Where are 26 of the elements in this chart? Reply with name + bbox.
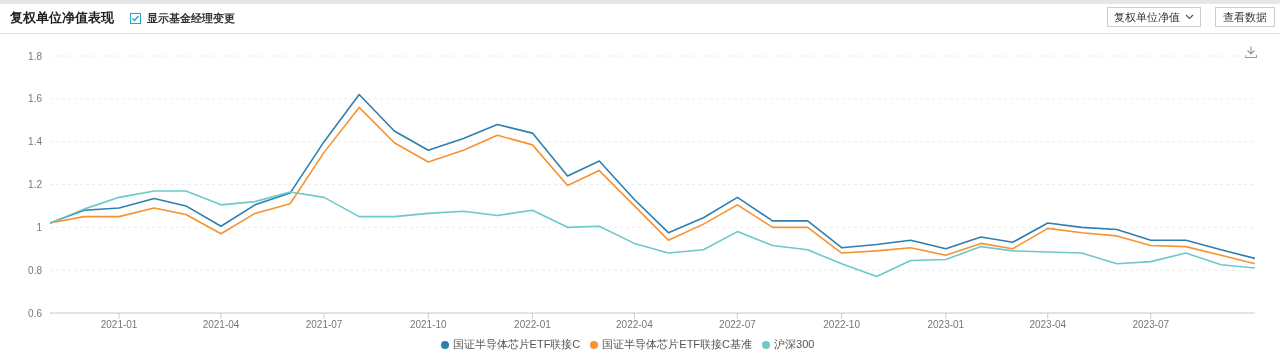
x-tick-label: 2023-07: [1132, 319, 1170, 331]
x-tick-label: 2021-07: [305, 319, 343, 331]
legend-label: 国证半导体芯片ETF联接C基准: [602, 338, 753, 350]
y-tick-label: 0.8: [28, 264, 43, 276]
x-tick-label: 2022-04: [616, 319, 654, 331]
text: 查看数据: [1223, 9, 1267, 25]
x-tick-label: 2023-04: [1029, 319, 1067, 331]
y-tick-label: 1.4: [28, 136, 43, 148]
legend-label: 沪深300: [774, 338, 815, 350]
legend-label: 国证半导体芯片ETF联接C: [452, 338, 581, 350]
line-series: [50, 190, 1255, 278]
y-tick-label: 1.2: [28, 179, 43, 191]
x-tick-label: 2023-01: [927, 319, 965, 331]
x-tick-label: 2021-04: [202, 319, 240, 331]
chart-title: 复权单位净值表现: [10, 9, 114, 27]
x-tick-label: 2022-01: [514, 319, 552, 331]
y-tick-label: 1.6: [28, 93, 43, 105]
x-tick-label: 2022-07: [719, 319, 757, 331]
text: 显示基金经理变更: [147, 11, 235, 26]
x-tick-label: 2021-10: [409, 319, 448, 331]
x-tick-label: 2022-10: [823, 319, 861, 331]
y-tick-label: 1.8: [28, 50, 43, 62]
x-tick-label: 2021-01: [100, 319, 138, 331]
y-tick-label: 0.6: [28, 307, 43, 319]
y-tick-label: 1: [36, 221, 43, 233]
text: 复权单位净值: [1114, 9, 1180, 25]
